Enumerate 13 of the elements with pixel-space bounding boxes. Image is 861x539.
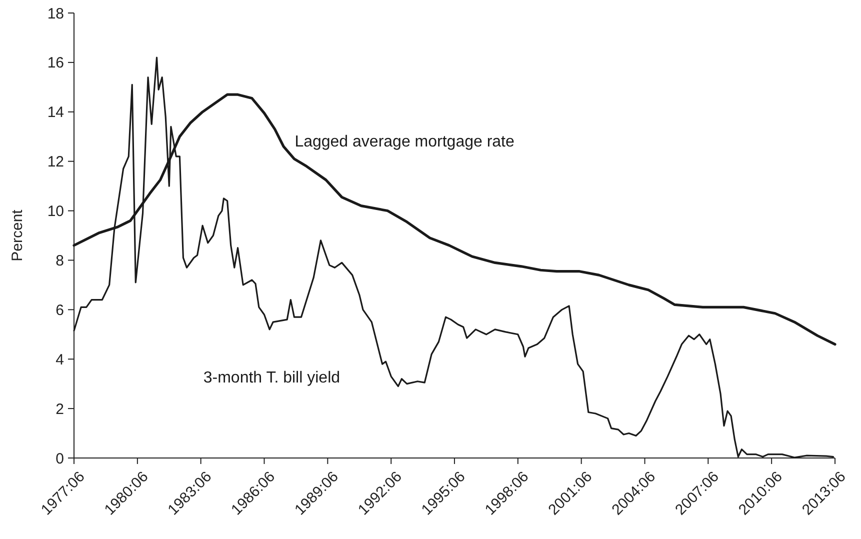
y-tick-label: 18 bbox=[47, 5, 64, 22]
y-tick-label: 2 bbox=[56, 400, 64, 418]
y-tick-label: 12 bbox=[47, 154, 64, 171]
text: 3-month T. bill yield bbox=[203, 369, 340, 386]
y-tick-label: 4 bbox=[56, 351, 64, 368]
y-tick-label: 6 bbox=[56, 302, 64, 319]
series-label: Lagged average mortgage rate bbox=[294, 134, 515, 150]
y-tick-label: 8 bbox=[56, 252, 64, 270]
y-tick-label: 16 bbox=[47, 54, 64, 72]
y-tick-label: 14 bbox=[47, 104, 64, 122]
y-tick-label: 10 bbox=[47, 203, 64, 220]
y-tick-label: 0 bbox=[56, 450, 64, 468]
y-axis-title: Percent bbox=[9, 208, 26, 262]
